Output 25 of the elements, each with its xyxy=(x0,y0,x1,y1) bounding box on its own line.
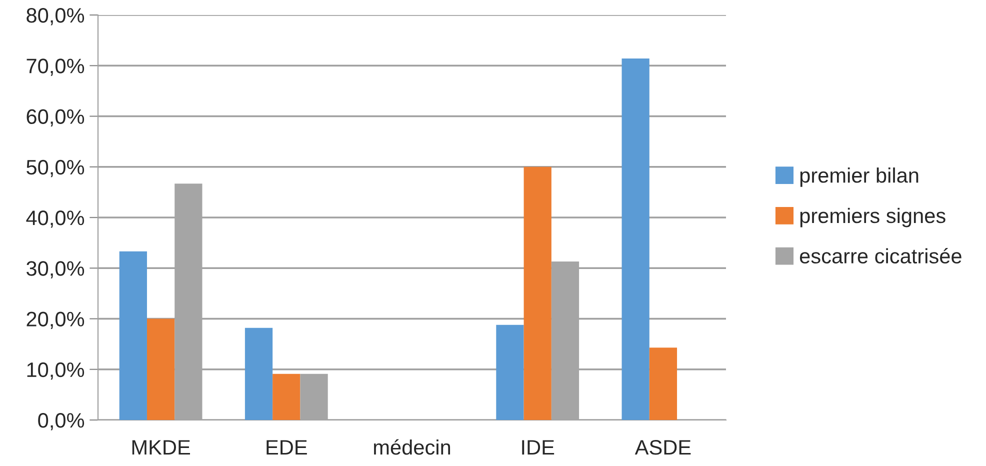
x-tick-label: EDE xyxy=(266,440,307,455)
y-tick-label: 60,0% xyxy=(26,109,84,126)
bar xyxy=(622,58,650,420)
x-tick-label: IDE xyxy=(522,440,554,455)
bar xyxy=(244,328,273,420)
bar xyxy=(649,348,678,420)
y-tick-label: 20,0% xyxy=(26,312,84,329)
y-tick-label: 0,0% xyxy=(38,413,84,430)
y-tick-label: 70,0% xyxy=(26,58,84,76)
legend-label: premier bilan xyxy=(800,167,918,187)
legend-label: escarre cicatrisée xyxy=(800,248,962,264)
bar xyxy=(524,166,552,420)
y-tick-label: 40,0% xyxy=(26,210,84,228)
y-tick-label: 30,0% xyxy=(26,261,84,278)
y-tick-label: 10,0% xyxy=(27,362,84,380)
x-tick-label: médecin xyxy=(374,439,450,455)
x-tick-label: ASDE xyxy=(634,440,691,455)
x-tick-label: MKDE xyxy=(132,440,190,455)
bar xyxy=(496,324,524,420)
bar xyxy=(119,251,147,420)
y-tick-label: 50,0% xyxy=(26,160,84,178)
y-tick-label: 80,0% xyxy=(26,8,84,26)
bar xyxy=(272,374,300,420)
bar xyxy=(146,318,175,420)
legend-label: premiers signes xyxy=(800,208,946,228)
